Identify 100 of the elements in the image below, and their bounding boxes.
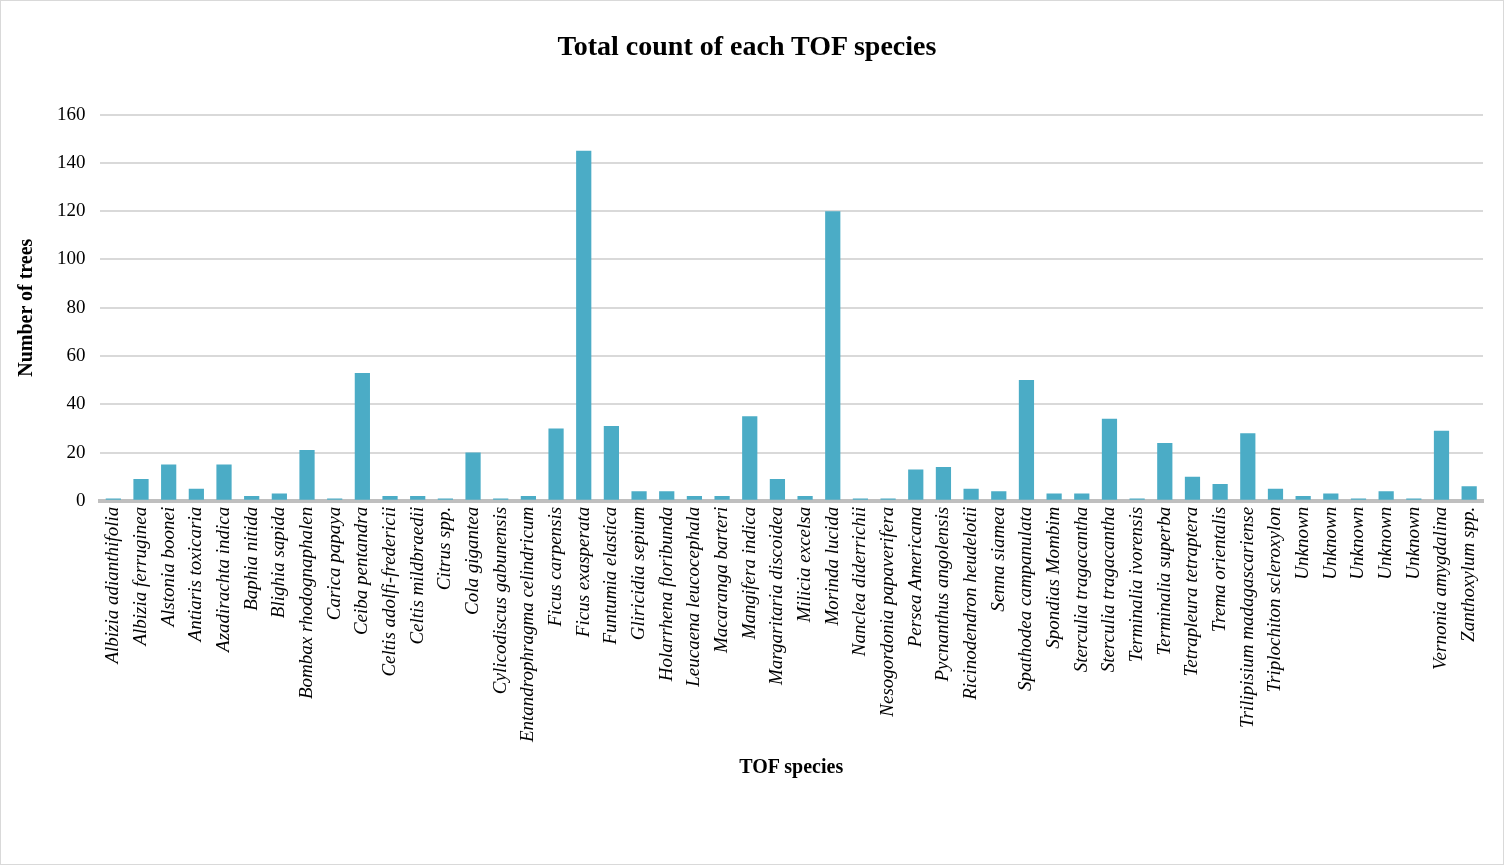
- bar: [1101, 418, 1118, 500]
- x-tick-label: Sterculia tragacantha: [1069, 506, 1091, 673]
- x-tick-label: Ficus carpensis: [544, 506, 566, 628]
- bar: [742, 416, 758, 500]
- x-tick-label: Leucaena leucocephala: [682, 506, 704, 688]
- bar: [686, 495, 703, 500]
- y-tick-label: 80: [66, 295, 86, 317]
- x-tick-label: Spathodea campanulata: [1014, 506, 1036, 691]
- y-tick-label: 140: [57, 150, 86, 172]
- bar: [161, 464, 177, 500]
- bar: [1295, 495, 1311, 500]
- bar: [548, 428, 564, 500]
- y-tick-label: 60: [66, 343, 86, 365]
- x-tick-label: Mangifera indica: [737, 506, 759, 641]
- x-tick-label: Azadirachta indica: [212, 506, 234, 654]
- bar: [1074, 493, 1090, 500]
- bar: [244, 495, 260, 500]
- bar: [603, 425, 619, 500]
- bar: [991, 491, 1007, 500]
- bar: [1157, 442, 1173, 500]
- bar: [133, 479, 149, 500]
- x-tick-label: Baphia nitida: [239, 506, 261, 611]
- x-tick-label: Persea Americana: [903, 506, 925, 649]
- y-tick-label: 120: [57, 199, 86, 221]
- x-tick-label: Albizia ferruginea: [129, 506, 150, 648]
- x-tick-label: Nesogordonia papaverifera: [876, 506, 898, 718]
- bar: [1046, 493, 1062, 500]
- y-tick-label: 100: [57, 247, 86, 269]
- x-tick-label: Margaritaria discoidea: [765, 506, 787, 687]
- y-tick-label: 160: [57, 102, 86, 124]
- x-tick-label: Celtis mildbraedii: [405, 506, 427, 645]
- x-tick-label: Bombax rhodognaphalen: [295, 506, 317, 700]
- bar: [769, 479, 786, 500]
- x-tick-label: Unknown: [1374, 506, 1396, 580]
- x-tick-label: Zanthoxylum spp.: [1457, 506, 1479, 642]
- x-tick-label: Funtumia elastica: [599, 506, 621, 646]
- bar: [382, 495, 398, 500]
- x-tick-label: Milicia excelsa: [793, 506, 815, 624]
- bar: [1240, 433, 1256, 500]
- bar: [1323, 493, 1339, 500]
- x-tick-label: Vernonia amygdalina: [1429, 506, 1451, 670]
- x-tick-label: Unknown: [1318, 506, 1340, 580]
- x-tick-label: Entandrophragma celindricum: [516, 506, 538, 744]
- x-tick-label: Carica papaya: [322, 506, 344, 621]
- y-tick-label: 0: [76, 488, 86, 510]
- x-tick-label: Terminalia superba: [1152, 506, 1174, 656]
- x-tick-label: Ricinodendron heudelotii: [959, 506, 981, 701]
- chart-title: Total count of each TOF species: [557, 30, 937, 62]
- x-tick-label: Morinda lucida: [820, 506, 842, 627]
- bar: [188, 488, 204, 500]
- x-tick-label: Unknown: [1346, 506, 1368, 580]
- x-tick-label: Holarrhena floribunda: [654, 506, 676, 683]
- x-tick-label: Tetrapleura tetraptera: [1180, 506, 1202, 677]
- bar: [1378, 491, 1394, 500]
- y-tick-label: 40: [66, 392, 86, 414]
- y-axis-title: Number of trees: [14, 238, 37, 377]
- bar: [271, 493, 287, 500]
- bar: [908, 469, 924, 500]
- bar: [659, 491, 675, 500]
- bar: [1184, 476, 1201, 500]
- bar: [520, 495, 536, 500]
- bar: [935, 467, 952, 500]
- bar: [576, 150, 592, 500]
- x-tick-label: Macaranga barteri: [710, 506, 732, 654]
- x-tick-label: Albizia adianthifolia: [101, 506, 123, 666]
- y-tick-label: 20: [66, 440, 86, 462]
- x-tick-label: Trilipisium madagascariense: [1235, 506, 1257, 728]
- bar: [797, 495, 813, 500]
- bar: [1267, 488, 1284, 500]
- bar: [1433, 430, 1450, 500]
- x-tick-label: Citrus spp.: [433, 506, 455, 591]
- bar: [963, 488, 979, 500]
- x-tick-label: Unknown: [1291, 506, 1313, 580]
- x-tick-label: Antiaris toxicaria: [184, 506, 206, 644]
- x-axis-title: TOF species: [739, 755, 844, 779]
- x-tick-label: Sterculia tragacantha: [1097, 506, 1119, 673]
- x-tick-label: Nanclea diderrichii: [848, 506, 870, 658]
- bar: [1461, 486, 1477, 500]
- x-tick-label: Triplochiton scleroxylon: [1263, 506, 1285, 693]
- x-tick-label: Cola gigantea: [461, 506, 483, 616]
- bar: [354, 372, 370, 500]
- bar: [825, 211, 841, 500]
- x-tick-label: Blighia sapida: [267, 506, 289, 619]
- x-tick-label: Pycnanthus angolensis: [931, 506, 953, 683]
- bar: [1018, 380, 1035, 500]
- x-tick-label: Celtis adolfi-fredericii: [378, 506, 400, 677]
- x-tick-label: Ceiba pentandra: [350, 506, 372, 636]
- x-tick-label: Unknown: [1401, 506, 1423, 580]
- x-tick-label: Alstonia boonei: [156, 506, 178, 629]
- bar: [1212, 483, 1228, 500]
- bar: [216, 464, 232, 500]
- bar: [410, 495, 426, 500]
- bar: [299, 450, 315, 500]
- x-tick-label: Trema orientalis: [1208, 506, 1230, 633]
- bar: [631, 491, 647, 500]
- x-tick-label: Spondias Mombim: [1042, 506, 1064, 649]
- x-tick-label: Terminalia ivorensis: [1125, 506, 1147, 663]
- x-tick-label: Cylicodiscus gabunensis: [488, 506, 510, 695]
- x-tick-label: Ficus exasperata: [571, 506, 593, 639]
- bar: [465, 452, 481, 500]
